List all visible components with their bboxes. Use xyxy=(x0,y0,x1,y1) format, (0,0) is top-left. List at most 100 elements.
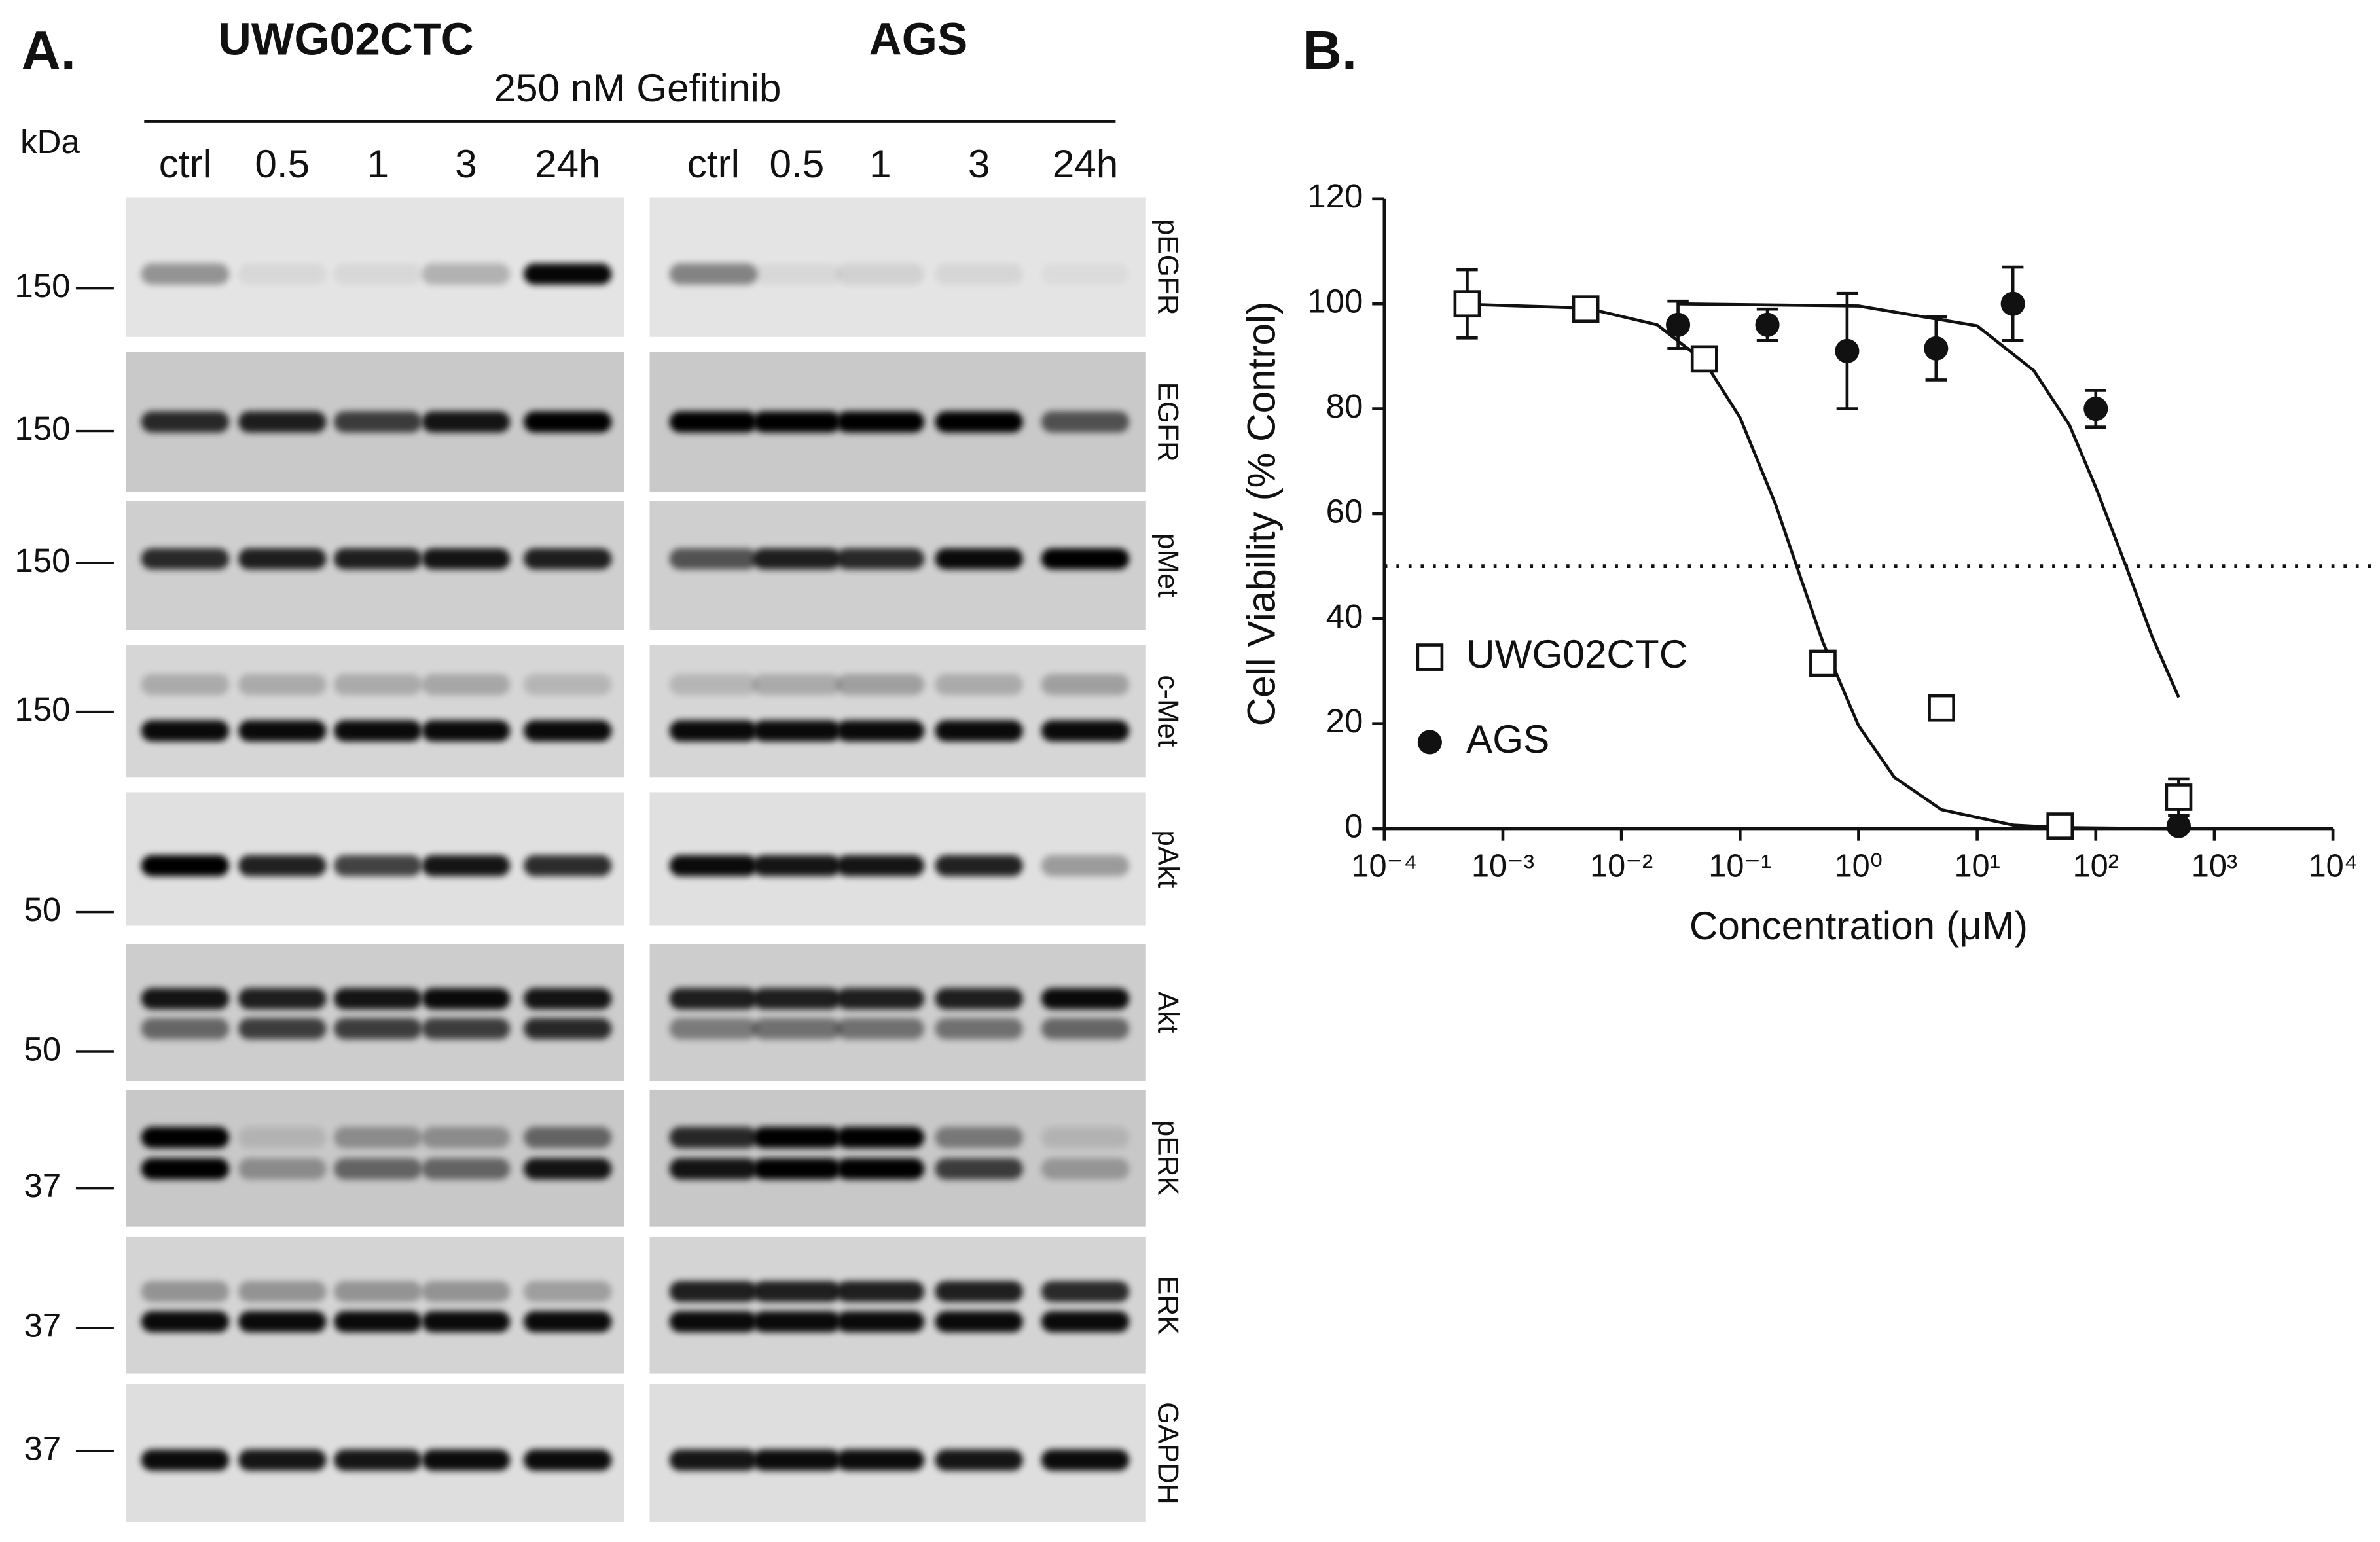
x-tick-label: 10⁴ xyxy=(2309,848,2358,884)
band xyxy=(141,988,230,1010)
band xyxy=(334,855,422,876)
band xyxy=(1041,673,1130,696)
band xyxy=(836,1449,925,1471)
band xyxy=(669,411,758,433)
band xyxy=(141,720,230,742)
band xyxy=(1041,1449,1130,1471)
band xyxy=(524,411,612,433)
band xyxy=(524,988,612,1010)
band xyxy=(1041,1018,1130,1039)
band xyxy=(141,1126,230,1149)
band xyxy=(836,1018,925,1039)
x-tick-label: 10³ xyxy=(2191,848,2237,884)
kda-marker: 37 xyxy=(24,1306,62,1344)
band xyxy=(836,988,925,1010)
cell-line: AGS xyxy=(869,13,968,64)
lane-label: 3 xyxy=(455,141,477,186)
x-tick-label: 10⁰ xyxy=(1835,848,1883,884)
band xyxy=(422,1281,511,1302)
band xyxy=(935,263,1023,285)
data-point xyxy=(1690,345,1718,373)
band xyxy=(141,855,230,876)
band xyxy=(422,1311,511,1333)
legend-marker xyxy=(1417,730,1442,755)
band xyxy=(669,988,758,1010)
band xyxy=(669,720,758,742)
band xyxy=(422,855,511,876)
fit-curve xyxy=(1467,302,2179,831)
x-tick-label: 10⁻² xyxy=(1590,848,1653,884)
band xyxy=(1041,855,1130,876)
kda-marker: 37 xyxy=(24,1167,62,1204)
band xyxy=(1041,1311,1130,1333)
data-point xyxy=(2046,812,2074,840)
x-axis-label: Concentration (μM) xyxy=(1689,903,2028,948)
band xyxy=(141,411,230,433)
data-point xyxy=(1755,312,1780,337)
band xyxy=(524,1449,612,1471)
panel-label: B. xyxy=(1303,20,1357,81)
band xyxy=(836,548,925,570)
band xyxy=(669,1158,758,1180)
band xyxy=(334,673,422,696)
data-point xyxy=(1924,336,1949,361)
legend-label: UWG02CTC xyxy=(1466,632,1687,676)
panel-label: A. xyxy=(21,20,75,81)
band xyxy=(836,673,925,696)
kda-marker: 150 xyxy=(14,690,70,728)
band xyxy=(141,263,230,285)
x-tick-label: 10¹ xyxy=(1954,848,2000,884)
blot-background xyxy=(126,944,624,1081)
band xyxy=(1041,720,1130,742)
band xyxy=(753,673,841,696)
cell-line: UWG02CTC xyxy=(219,13,474,64)
band xyxy=(935,673,1023,696)
band xyxy=(238,855,327,876)
band xyxy=(935,1018,1023,1039)
y-tick-label: 80 xyxy=(1326,387,1363,425)
band xyxy=(334,1449,422,1471)
band xyxy=(422,1018,511,1039)
x-tick-label: 10⁻¹ xyxy=(1708,848,1771,884)
band xyxy=(524,1018,612,1039)
band xyxy=(141,1158,230,1180)
band xyxy=(422,411,511,433)
band xyxy=(935,411,1023,433)
band xyxy=(935,855,1023,876)
band xyxy=(238,1126,327,1149)
unit: kDa xyxy=(20,123,80,160)
band xyxy=(669,263,758,285)
lane-label: ctrl xyxy=(159,141,211,186)
band xyxy=(524,855,612,876)
band xyxy=(141,1311,230,1333)
band xyxy=(935,1126,1023,1149)
band xyxy=(238,673,327,696)
legend-marker xyxy=(1416,643,1444,671)
protein-label: pAkt xyxy=(1151,830,1183,888)
band xyxy=(753,1158,841,1180)
y-tick-label: 60 xyxy=(1326,492,1363,529)
band xyxy=(238,1281,327,1302)
data-point xyxy=(1835,338,1860,363)
protein-label: pMet xyxy=(1151,533,1183,598)
band xyxy=(935,988,1023,1010)
protein-label: pERK xyxy=(1151,1121,1183,1196)
y-tick-label: 40 xyxy=(1326,598,1363,635)
band xyxy=(753,1311,841,1333)
band xyxy=(669,673,758,696)
band xyxy=(422,1126,511,1149)
protein-label: ERK xyxy=(1151,1276,1183,1335)
blot-background xyxy=(126,1089,624,1227)
data-point xyxy=(2166,814,2191,838)
band xyxy=(669,548,758,570)
band xyxy=(935,720,1023,742)
band xyxy=(141,1449,230,1471)
band xyxy=(836,720,925,742)
band xyxy=(238,1018,327,1039)
band xyxy=(524,263,612,285)
lane-label: 0.5 xyxy=(770,141,825,186)
y-tick-label: 120 xyxy=(1307,177,1363,215)
lane-label: 0.5 xyxy=(255,141,310,186)
